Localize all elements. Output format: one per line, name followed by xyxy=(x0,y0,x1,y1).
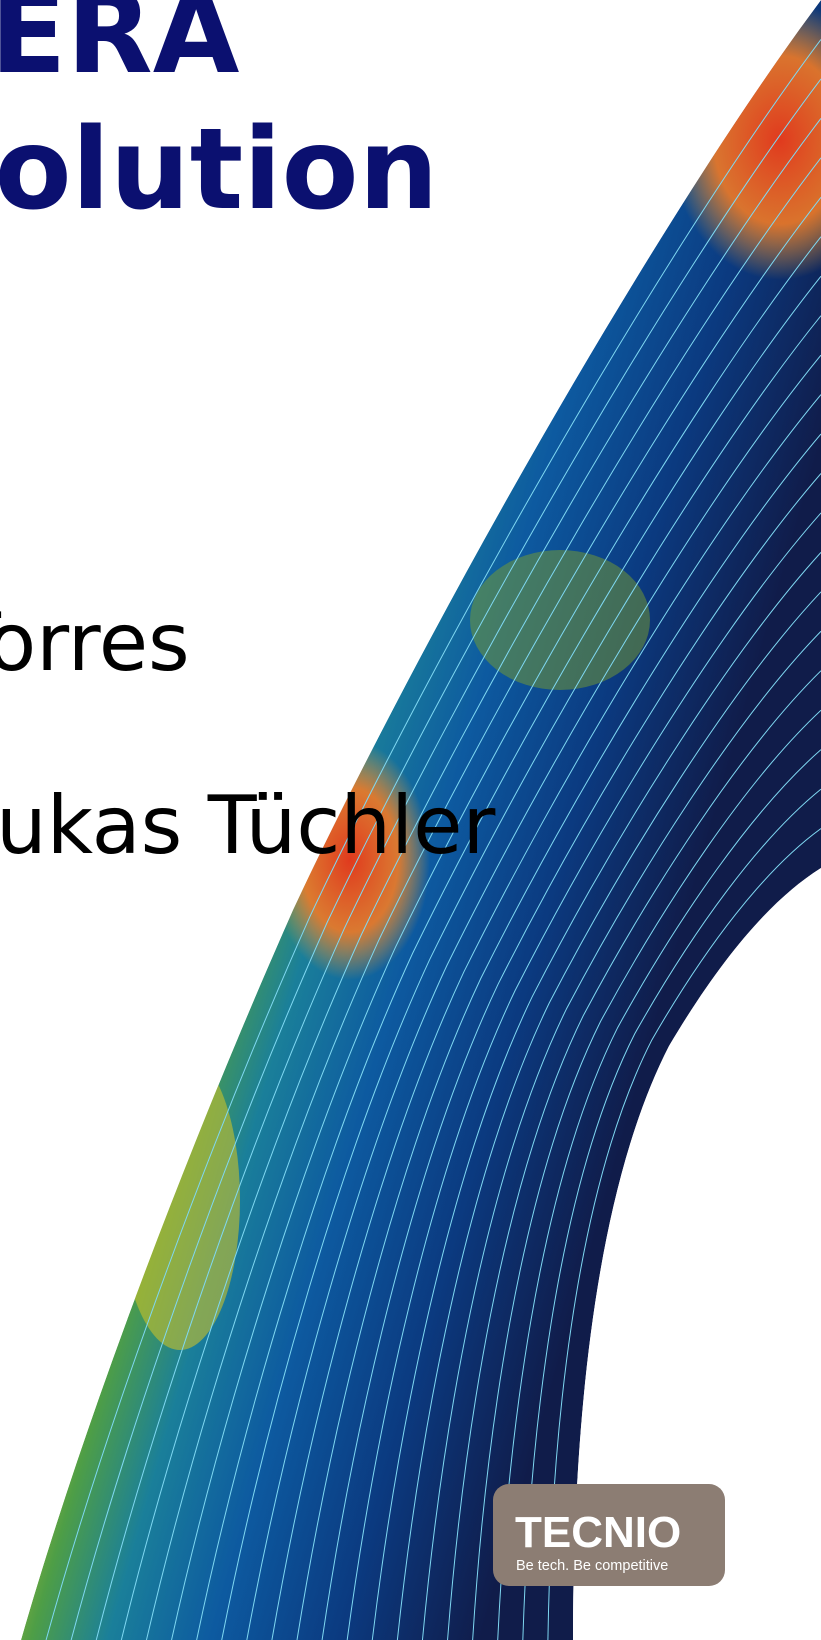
streamline xyxy=(472,709,821,1640)
logo-box xyxy=(493,1484,725,1586)
streamline xyxy=(120,157,821,1640)
streamline xyxy=(321,473,821,1640)
author-name: ukas Tüchler xyxy=(0,779,495,872)
author-name: Torres xyxy=(0,596,190,689)
streamline xyxy=(196,275,821,1640)
streamline xyxy=(396,591,821,1640)
streamlines xyxy=(45,39,821,1640)
streamline xyxy=(296,433,821,1640)
streamline xyxy=(45,39,821,1640)
streamline xyxy=(497,749,821,1640)
streamline xyxy=(271,394,821,1640)
title-line: ERA xyxy=(0,0,240,99)
streamline xyxy=(346,512,821,1640)
title-line: solution xyxy=(0,105,438,235)
patch xyxy=(120,1050,240,1350)
streamline xyxy=(221,315,821,1640)
streamline xyxy=(246,354,821,1640)
streamline xyxy=(171,236,821,1640)
streamline xyxy=(95,118,821,1640)
logo: TECNIO Be tech. Be competitive xyxy=(493,1484,725,1586)
logo-name: TECNIO xyxy=(515,1508,681,1557)
streamline xyxy=(70,78,821,1640)
patch xyxy=(470,550,650,690)
streamline xyxy=(522,788,821,1640)
streamline xyxy=(447,670,821,1640)
streamline xyxy=(371,552,821,1640)
streamline xyxy=(421,630,821,1640)
logo-tagline: Be tech. Be competitive xyxy=(516,1558,668,1574)
streamline xyxy=(145,196,821,1640)
streamline xyxy=(547,828,821,1640)
